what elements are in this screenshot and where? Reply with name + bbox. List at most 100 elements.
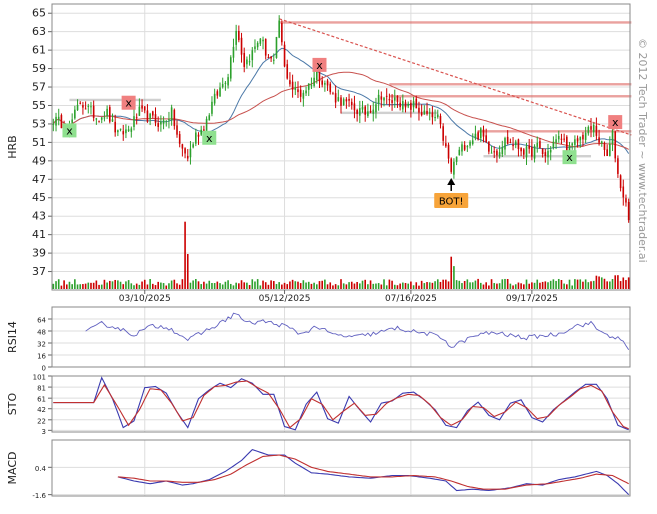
volume-bar <box>434 281 436 289</box>
candle-body <box>324 83 326 85</box>
volume-bar <box>479 282 482 289</box>
candle-body <box>125 129 127 134</box>
y-tick-label: 48 <box>37 329 46 337</box>
volume-bar <box>337 285 340 289</box>
candle-body <box>178 134 181 144</box>
volume-bar <box>531 282 533 289</box>
volume-bar <box>471 282 474 289</box>
volume-bar <box>552 279 555 289</box>
volume-bar <box>340 279 342 289</box>
volume-bar <box>315 284 318 289</box>
volume-bar <box>133 285 135 289</box>
candle-body <box>340 97 342 106</box>
support-resistance-line <box>69 98 161 102</box>
candle-body <box>219 87 221 97</box>
candle-body <box>221 84 224 88</box>
volume-bar <box>606 281 608 289</box>
volume-bar <box>412 285 415 289</box>
y-tick-label: 0.4 <box>35 465 47 473</box>
volume-bar <box>313 282 315 289</box>
candle-body <box>138 106 141 116</box>
volume-bar <box>203 281 205 289</box>
volume-bar <box>181 279 184 289</box>
volume-bar <box>82 284 84 289</box>
candle-body <box>539 141 541 149</box>
candle-body <box>211 101 213 114</box>
y-tick-label: 32 <box>37 341 46 349</box>
candle-body <box>458 149 461 156</box>
volume-bar <box>318 281 321 289</box>
volume-bar <box>76 284 79 289</box>
candle-body <box>267 57 270 59</box>
candle-body <box>117 130 119 133</box>
volume-bar <box>262 280 264 289</box>
volume-bar <box>92 282 95 289</box>
candle-body <box>603 143 606 150</box>
candle-body <box>415 98 418 109</box>
candle-body <box>592 124 595 133</box>
candle-body <box>609 143 611 157</box>
volume-bar <box>627 277 630 289</box>
candle-body <box>445 143 447 147</box>
candle-body <box>283 44 286 67</box>
sto-line-1 <box>53 380 629 430</box>
x-sell-marker-label: x <box>316 59 323 72</box>
volume-bar <box>243 282 246 289</box>
volume-bar <box>509 283 512 289</box>
candle-body <box>576 138 579 142</box>
volume-bar <box>544 281 547 289</box>
candle-body <box>342 99 345 106</box>
candle-body <box>173 109 176 127</box>
candle-body <box>571 143 574 146</box>
candle-body <box>272 59 275 61</box>
volume-bar <box>482 284 485 289</box>
candle-body <box>614 131 617 159</box>
candle-body <box>152 111 154 116</box>
candle-body <box>420 112 423 116</box>
y-tick-label: 49 <box>32 154 46 167</box>
volume-bar <box>165 285 168 289</box>
candle-body <box>396 96 399 102</box>
candle-body <box>385 95 388 97</box>
volume-bar <box>100 284 103 289</box>
volume-bar <box>122 284 125 289</box>
rsi-line <box>85 312 630 351</box>
candle-body <box>55 116 57 126</box>
support-resistance-line <box>389 83 632 86</box>
volume-bar <box>213 283 216 289</box>
candle-body <box>243 52 246 67</box>
volume-bar <box>485 282 487 289</box>
candle-body <box>160 121 162 125</box>
volume-bar <box>65 284 68 289</box>
volume-bar <box>216 281 219 289</box>
candle-body <box>256 42 259 48</box>
volume-bar <box>399 283 401 289</box>
volume-bar <box>356 281 358 289</box>
candle-body <box>552 141 555 148</box>
candle-body <box>262 39 264 42</box>
candle-body <box>482 129 485 137</box>
volume-bar <box>536 279 539 289</box>
volume-bar <box>307 281 310 289</box>
volume-bar <box>275 284 278 289</box>
volume-bar <box>98 284 100 289</box>
y-tick-label: 101 <box>33 374 46 382</box>
x-sell-marker-label: x <box>612 116 619 129</box>
volume-bar <box>418 285 420 289</box>
candle-body <box>291 81 294 90</box>
support-resistance-line <box>389 95 632 98</box>
volume-bar <box>90 282 92 289</box>
macd-panel-label: MACD <box>6 452 19 485</box>
volume-bar <box>334 284 337 289</box>
candle-body <box>82 105 84 108</box>
candle-body <box>111 119 114 122</box>
volume-bar <box>557 278 560 289</box>
volume-bar <box>458 280 461 289</box>
volume-bar <box>205 283 208 289</box>
candle-body <box>541 148 544 155</box>
candle-body <box>361 106 364 110</box>
candle-body <box>98 120 100 122</box>
candle-body <box>498 152 501 157</box>
volume-bar <box>329 282 332 289</box>
